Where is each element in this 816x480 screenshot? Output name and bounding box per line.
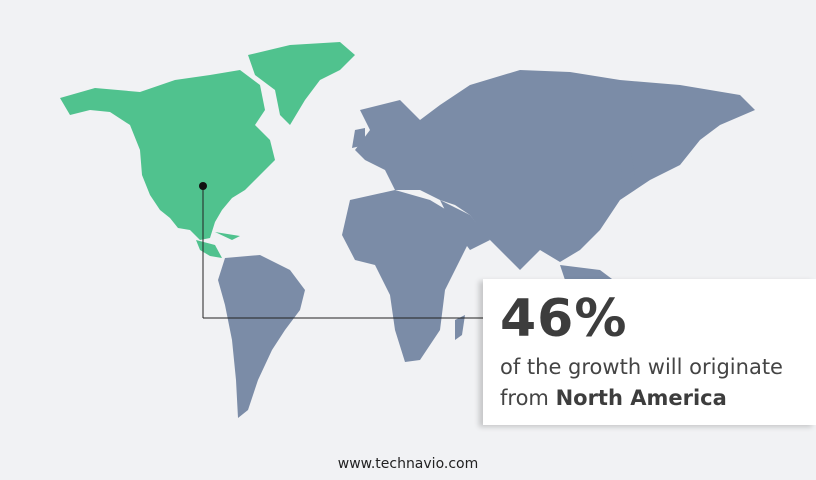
location-marker: [199, 182, 207, 190]
callout-prefix: from: [500, 386, 549, 410]
callout-region: North America: [555, 386, 727, 410]
growth-percentage: 46%: [500, 289, 628, 349]
callout-region-text: from North America: [500, 386, 727, 410]
region-north-america: [60, 42, 355, 258]
callout-text: of the growth will originate: [500, 355, 783, 379]
website-footer: www.technavio.com: [337, 456, 479, 472]
callout-card: 46% of the growth will originate from No…: [483, 279, 816, 425]
